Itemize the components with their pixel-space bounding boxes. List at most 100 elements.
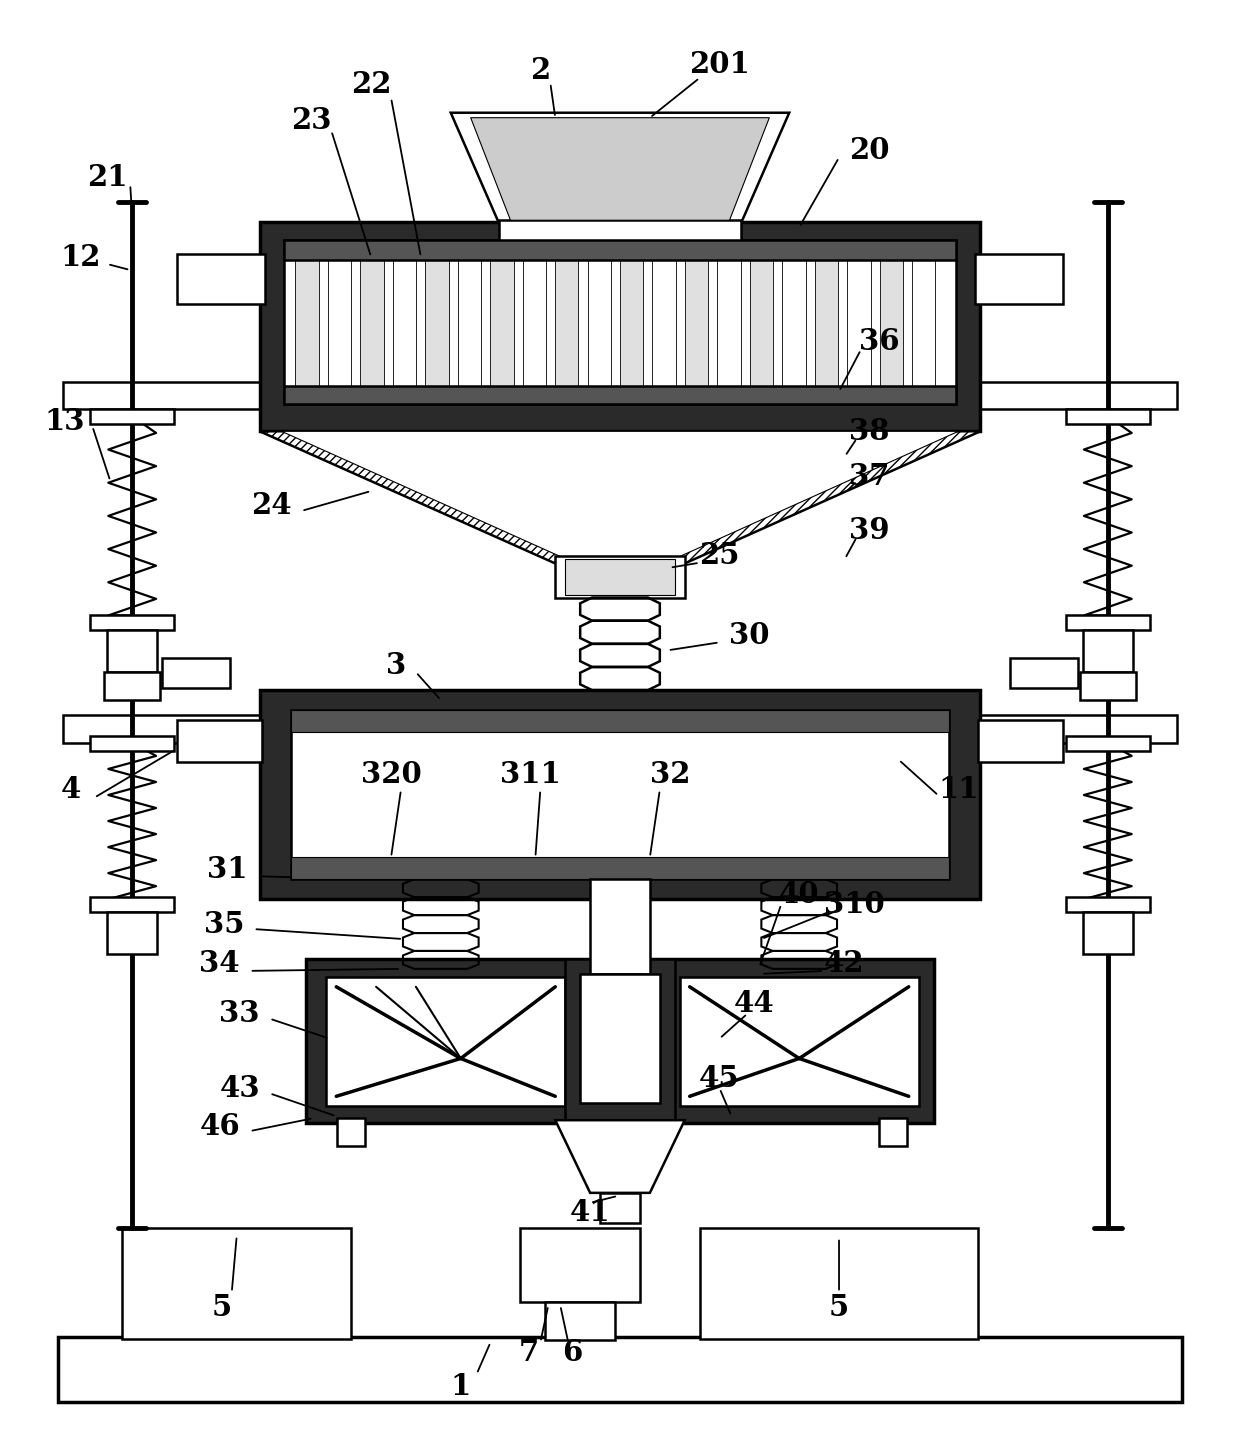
Bar — [1083, 631, 1132, 673]
Bar — [177, 720, 262, 762]
Bar — [62, 716, 1178, 743]
Bar — [652, 254, 676, 391]
Text: 13: 13 — [45, 407, 84, 435]
Bar — [1080, 673, 1136, 700]
Bar — [361, 254, 383, 391]
Bar — [978, 720, 1063, 762]
Bar — [1066, 410, 1149, 424]
Bar — [291, 710, 949, 879]
Text: 45: 45 — [699, 1063, 740, 1094]
Polygon shape — [259, 431, 981, 566]
Text: 33: 33 — [219, 999, 260, 1027]
Text: 5: 5 — [828, 1293, 849, 1322]
Bar — [57, 1338, 1183, 1403]
Bar — [1066, 615, 1149, 631]
Text: 40: 40 — [779, 879, 820, 908]
Bar — [680, 977, 919, 1106]
Polygon shape — [471, 118, 769, 220]
Text: 6: 6 — [562, 1338, 583, 1367]
Bar — [91, 410, 174, 424]
Text: 3: 3 — [386, 651, 407, 680]
Bar — [521, 1227, 640, 1302]
Bar — [108, 912, 157, 954]
Bar — [1066, 897, 1149, 912]
Text: 201: 201 — [689, 50, 750, 79]
Text: 34: 34 — [200, 950, 241, 979]
Polygon shape — [556, 1121, 684, 1193]
Bar — [588, 254, 611, 391]
Bar — [91, 897, 174, 912]
Text: 311: 311 — [500, 760, 560, 789]
Bar — [620, 254, 644, 391]
Bar — [718, 254, 740, 391]
Bar — [600, 974, 640, 1029]
Bar — [699, 1227, 978, 1339]
Bar — [1083, 912, 1132, 954]
Text: 30: 30 — [729, 621, 770, 650]
Bar — [177, 254, 264, 303]
Bar — [556, 254, 578, 391]
Text: 1: 1 — [450, 1372, 471, 1401]
Bar — [327, 254, 351, 391]
Bar — [259, 690, 981, 900]
Text: 4: 4 — [61, 775, 81, 805]
Bar — [879, 1118, 906, 1147]
Text: 41: 41 — [570, 1198, 610, 1227]
Bar — [295, 254, 319, 391]
Bar — [490, 254, 513, 391]
Text: 43: 43 — [219, 1073, 260, 1102]
Bar — [498, 220, 742, 250]
Text: 35: 35 — [203, 910, 244, 938]
Text: 12: 12 — [61, 243, 100, 272]
Bar — [684, 254, 708, 391]
Text: 44: 44 — [734, 989, 775, 1019]
Bar — [879, 254, 903, 391]
Text: 11: 11 — [939, 775, 978, 805]
Text: 42: 42 — [823, 950, 864, 979]
Bar — [291, 710, 949, 731]
Bar — [565, 958, 675, 1124]
Text: 310: 310 — [823, 890, 884, 918]
Text: 7: 7 — [518, 1338, 538, 1367]
Bar — [306, 958, 934, 1124]
Bar — [326, 977, 565, 1106]
Text: 22: 22 — [351, 70, 392, 99]
Text: 37: 37 — [848, 461, 889, 490]
Bar — [1011, 658, 1078, 688]
Text: 20: 20 — [848, 137, 889, 165]
Text: 36: 36 — [858, 328, 899, 356]
Bar — [580, 974, 660, 1104]
Bar — [291, 858, 949, 879]
Text: 320: 320 — [361, 760, 422, 789]
Bar — [393, 254, 417, 391]
Bar — [425, 254, 449, 391]
Polygon shape — [451, 112, 789, 223]
Bar — [108, 631, 157, 673]
Bar — [565, 559, 675, 595]
Polygon shape — [281, 431, 959, 559]
Text: 23: 23 — [291, 106, 331, 135]
Bar — [847, 254, 870, 391]
Bar — [600, 1193, 640, 1223]
Bar — [91, 615, 174, 631]
Text: 38: 38 — [848, 417, 889, 445]
Text: 32: 32 — [650, 760, 689, 789]
Bar — [91, 736, 174, 752]
Text: 25: 25 — [699, 542, 740, 570]
Bar — [1066, 736, 1149, 752]
Bar — [782, 254, 806, 391]
Text: 31: 31 — [207, 855, 247, 884]
Bar — [546, 1302, 615, 1341]
Bar — [976, 254, 1063, 303]
Text: 21: 21 — [87, 162, 128, 193]
Bar — [458, 254, 481, 391]
Bar — [284, 387, 956, 404]
Bar — [123, 1227, 351, 1339]
Bar — [522, 254, 546, 391]
Bar — [104, 673, 160, 700]
Bar — [590, 879, 650, 974]
Bar — [259, 223, 981, 431]
Text: 5: 5 — [212, 1293, 232, 1322]
Text: 2: 2 — [531, 56, 551, 85]
Text: 24: 24 — [252, 491, 291, 520]
